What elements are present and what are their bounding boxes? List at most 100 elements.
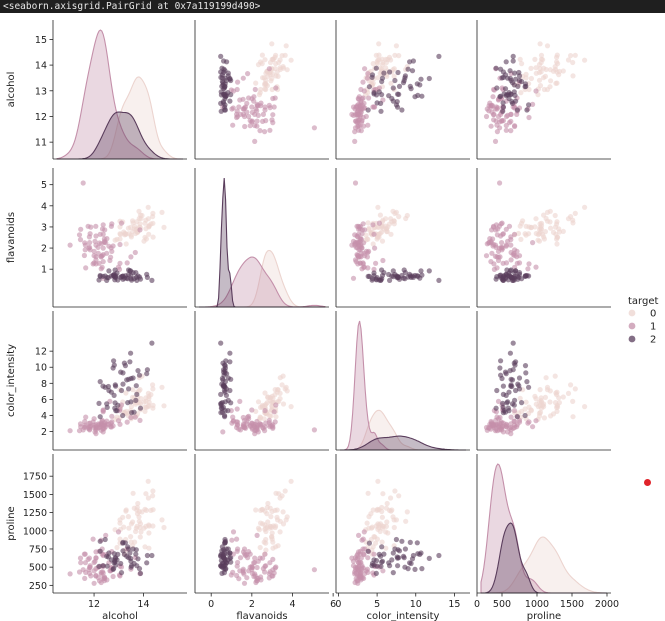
- point-proline-vs-alcohol-target-0-48: [143, 523, 149, 529]
- point-color_intensity-vs-alcohol-target-2-38: [130, 375, 136, 381]
- point-flavanoids-vs-color_intensity-target-1-16: [365, 265, 371, 271]
- point-alcohol-vs-proline-target-1-36: [530, 101, 536, 107]
- point-flavanoids-vs-alcohol-target-1-49: [96, 240, 103, 246]
- point-alcohol-vs-color_intensity-target-2-30: [395, 104, 401, 110]
- point-proline-vs-flavanoids-target-0-49: [280, 509, 286, 515]
- point-alcohol-vs-flavanoids-target-0-37: [258, 86, 264, 93]
- point-proline-vs-alcohol-target-0-14: [150, 488, 156, 494]
- point-color_intensity-vs-proline-target-0-49: [552, 373, 558, 379]
- point-alcohol-vs-proline-target-2-6: [514, 107, 521, 113]
- point-flavanoids-vs-alcohol-target-2-43: [133, 274, 139, 280]
- y-tick-label-proline-750: 750: [29, 544, 47, 555]
- point-proline-vs-flavanoids-target-0-21: [257, 544, 263, 551]
- point-alcohol-vs-flavanoids-target-2-28: [218, 53, 224, 60]
- point-flavanoids-vs-alcohol-target-1-12: [137, 227, 143, 233]
- point-color_intensity-vs-flavanoids-target-2-32: [228, 400, 234, 406]
- point-flavanoids-vs-color_intensity-target-1-54: [352, 232, 358, 238]
- point-flavanoids-vs-alcohol-target-1-47: [97, 231, 103, 237]
- legend-marker-0: [628, 309, 636, 317]
- point-alcohol-vs-flavanoids-target-1-31: [260, 111, 266, 117]
- legend-label-0: 0: [650, 309, 656, 320]
- point-color_intensity-vs-proline-target-0-3: [568, 382, 574, 388]
- point-flavanoids-vs-color_intensity-target-1-17: [371, 266, 377, 272]
- facet-color_intensity-vs-proline: [476, 311, 611, 451]
- point-proline-vs-color_intensity-target-0-49: [404, 509, 410, 515]
- point-color_intensity-vs-flavanoids-target-1-60: [235, 422, 241, 428]
- point-alcohol-vs-proline-target-1-49: [486, 108, 492, 114]
- point-flavanoids-vs-alcohol-target-1-24: [117, 260, 123, 266]
- point-proline-vs-flavanoids-target-0-53: [265, 500, 271, 507]
- point-color_intensity-vs-proline-target-2-14: [524, 379, 530, 385]
- point-flavanoids-vs-alcohol-target-1-66: [93, 223, 99, 229]
- point-proline-vs-color_intensity-target-0-31: [365, 490, 371, 496]
- point-color_intensity-vs-proline-target-0-39: [517, 395, 523, 401]
- point-color_intensity-vs-alcohol-target-1-61: [77, 421, 84, 427]
- point-alcohol-vs-proline-target-2-16: [493, 65, 499, 71]
- point-color_intensity-vs-proline-target-2-27: [526, 384, 532, 390]
- point-flavanoids-vs-color_intensity-target-0-3: [396, 214, 402, 220]
- point-color_intensity-vs-alcohol-target-2-5: [106, 387, 112, 394]
- point-alcohol-vs-proline-target-2-22: [494, 85, 500, 91]
- point-alcohol-vs-flavanoids-target-1-65: [269, 117, 275, 123]
- point-proline-vs-alcohol-target-1-56: [67, 571, 73, 577]
- point-alcohol-vs-flavanoids-target-1-40: [241, 106, 247, 112]
- point-alcohol-vs-color_intensity-target-0-57: [388, 80, 394, 86]
- point-proline-vs-color_intensity-target-2-33: [376, 551, 382, 558]
- point-proline-vs-color_intensity-target-1-15: [360, 536, 366, 542]
- point-flavanoids-vs-alcohol-target-2-46: [120, 273, 126, 279]
- point-alcohol-vs-flavanoids-target-1-62: [311, 125, 317, 131]
- point-flavanoids-vs-alcohol-target-1-56: [67, 242, 73, 248]
- point-alcohol-vs-color_intensity-target-2-22: [390, 85, 396, 91]
- point-color_intensity-vs-proline-target-1-50: [511, 424, 518, 431]
- point-alcohol-vs-proline-target-1-66: [490, 112, 497, 118]
- point-flavanoids-vs-color_intensity-target-0-27: [370, 241, 376, 247]
- point-color_intensity-vs-alcohol-target-1-69: [100, 426, 106, 432]
- point-color_intensity-vs-proline-target-0-11: [554, 404, 560, 410]
- point-alcohol-vs-proline-target-2-46: [523, 83, 529, 89]
- point-proline-vs-color_intensity-target-0-54: [381, 523, 387, 529]
- point-alcohol-vs-proline-target-0-50: [544, 86, 551, 93]
- point-proline-vs-color_intensity-target-1-45: [361, 552, 367, 558]
- point-alcohol-vs-proline-target-2-25: [515, 83, 521, 89]
- point-alcohol-vs-flavanoids-target-1-66: [270, 112, 276, 118]
- point-color_intensity-vs-proline-target-2-44: [516, 386, 523, 392]
- point-alcohol-vs-flavanoids-target-1-60: [235, 113, 241, 120]
- point-color_intensity-vs-alcohol-target-0-56: [146, 393, 152, 399]
- point-alcohol-vs-proline-target-2-41: [497, 94, 503, 100]
- point-color_intensity-vs-flavanoids-target-1-70: [255, 429, 261, 435]
- point-alcohol-vs-flavanoids-target-0-30: [274, 69, 280, 75]
- point-color_intensity-vs-alcohol-target-2-29: [128, 350, 134, 356]
- point-proline-vs-alcohol-target-1-62: [80, 567, 86, 573]
- point-flavanoids-vs-proline-target-1-67: [489, 227, 495, 233]
- point-color_intensity-vs-flavanoids-target-0-52: [284, 388, 290, 394]
- point-flavanoids-vs-alcohol-target-1-69: [100, 259, 106, 265]
- point-alcohol-vs-flavanoids-target-0-29: [255, 62, 262, 68]
- point-alcohol-vs-flavanoids-target-0-13: [283, 43, 289, 49]
- point-color_intensity-vs-proline-target-2-42: [510, 367, 516, 373]
- point-color_intensity-vs-alcohol-target-0-3: [150, 382, 156, 388]
- point-alcohol-vs-flavanoids-target-0-40: [275, 73, 281, 79]
- point-color_intensity-vs-alcohol-target-2-25: [120, 381, 126, 387]
- point-proline-vs-color_intensity-target-1-60: [357, 559, 363, 566]
- point-alcohol-vs-proline-target-2-44: [516, 77, 523, 84]
- point-alcohol-vs-flavanoids-target-2-38: [225, 73, 231, 79]
- point-proline-vs-alcohol-target-0-44: [117, 536, 123, 542]
- point-alcohol-vs-proline-target-2-47: [503, 59, 509, 65]
- point-flavanoids-vs-proline-target-1-6: [511, 231, 518, 237]
- point-proline-vs-flavanoids-target-1-50: [242, 551, 248, 557]
- point-alcohol-vs-proline-target-1-59: [490, 94, 496, 100]
- point-alcohol-vs-color_intensity-target-0-14: [392, 52, 398, 58]
- point-color_intensity-vs-flavanoids-target-1-2: [237, 398, 243, 404]
- point-proline-vs-alcohol-target-0-55: [130, 519, 136, 525]
- point-proline-vs-color_intensity-target-1-6: [371, 551, 377, 557]
- point-proline-vs-flavanoids-target-1-62: [311, 567, 317, 573]
- point-alcohol-vs-flavanoids-target-2-30: [222, 104, 228, 110]
- point-flavanoids-vs-alcohol-target-1-59: [110, 243, 116, 249]
- point-color_intensity-vs-proline-target-1-14: [533, 418, 539, 424]
- point-proline-vs-color_intensity-target-0-9: [391, 524, 397, 531]
- point-flavanoids-vs-color_intensity-target-0-26: [366, 225, 372, 231]
- point-color_intensity-vs-alcohol-target-1-7: [118, 402, 125, 408]
- point-color_intensity-vs-alcohol-target-1-68: [86, 420, 92, 427]
- point-proline-vs-alcohol-target-2-14: [97, 538, 103, 544]
- point-proline-vs-alcohol-target-0-16: [148, 507, 154, 513]
